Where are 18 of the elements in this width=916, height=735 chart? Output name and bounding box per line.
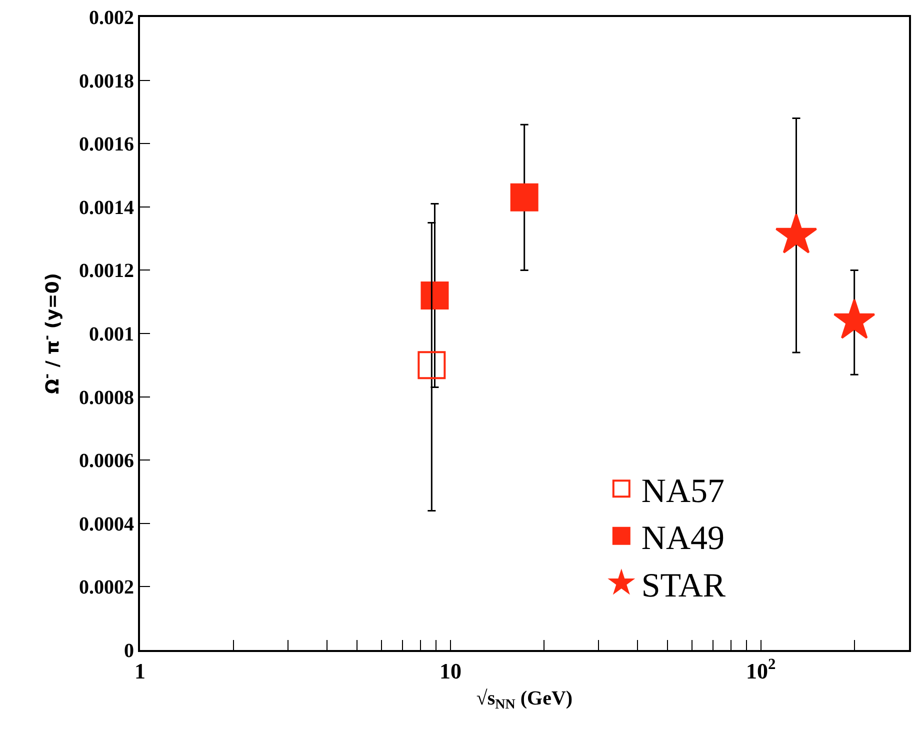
legend-label: STAR	[641, 567, 726, 604]
y-tick-label: 0.0004	[79, 513, 134, 536]
y-tick-label: 0.0014	[79, 196, 134, 219]
y-tick-label: 0.0012	[79, 260, 134, 282]
y-tick-label: 0.0002	[79, 576, 134, 599]
y-tick-label: 0.0016	[79, 134, 134, 156]
y-tick-label: 0.0018	[79, 70, 134, 92]
y-tick-label: 0.0006	[79, 450, 134, 472]
y-tick-label: 0.0008	[79, 386, 134, 409]
x-tick-label: 10$^{2}$	[746, 656, 776, 684]
x-axis-title: √s$_{NN}$ (GeV)	[476, 687, 573, 713]
legend-label: NA57	[641, 472, 725, 510]
y-tick-label: 0.002	[89, 7, 134, 29]
y-tick-label: 0.001	[89, 324, 134, 346]
x-tick-label: 10	[439, 658, 462, 684]
x-tick-label: 1	[134, 658, 146, 684]
legend-label: NA49	[641, 520, 725, 558]
y-tick-label: 0	[124, 640, 134, 662]
